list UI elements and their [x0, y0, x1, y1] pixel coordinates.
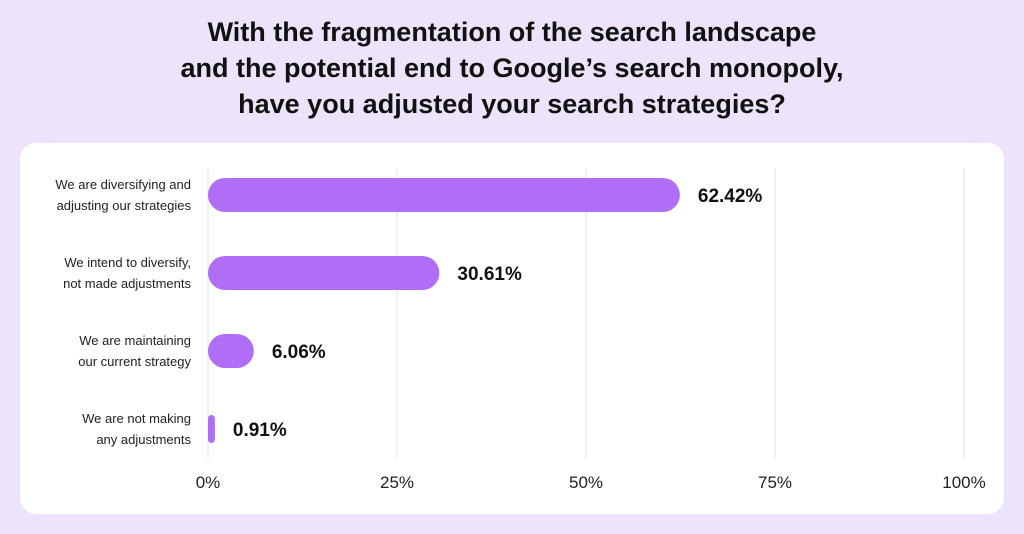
- x-tick-label: 100%: [942, 473, 985, 492]
- value-label: 6.06%: [272, 342, 326, 363]
- category-label: We are diversifying and: [55, 177, 191, 192]
- category-label: We are maintaining: [79, 333, 191, 348]
- category-label: not made adjustments: [63, 276, 191, 291]
- category-label: our current strategy: [78, 354, 191, 369]
- x-tick-label: 25%: [380, 473, 414, 492]
- bar: [208, 256, 440, 290]
- bar: [208, 178, 680, 212]
- chart-title-line-1: With the fragmentation of the search lan…: [207, 17, 817, 47]
- x-tick-label: 50%: [569, 473, 603, 492]
- category-label: any adjustments: [96, 432, 191, 447]
- category-label: adjusting our strategies: [57, 198, 192, 213]
- x-tick-label: 0%: [196, 473, 221, 492]
- value-label: 62.42%: [698, 186, 763, 207]
- bar: [208, 334, 254, 368]
- value-label: 30.61%: [457, 264, 522, 285]
- value-label: 0.91%: [233, 420, 287, 441]
- chart-title: With the fragmentation of the search lan…: [0, 14, 1024, 122]
- bar: [208, 415, 215, 443]
- chart-title-line-3: have you adjusted your search strategies…: [238, 89, 786, 119]
- x-tick-label: 75%: [758, 473, 792, 492]
- chart-title-line-2: and the potential end to Google’s search…: [180, 53, 844, 83]
- category-label: We intend to diversify,: [64, 255, 191, 270]
- category-label: We are not making: [82, 411, 191, 426]
